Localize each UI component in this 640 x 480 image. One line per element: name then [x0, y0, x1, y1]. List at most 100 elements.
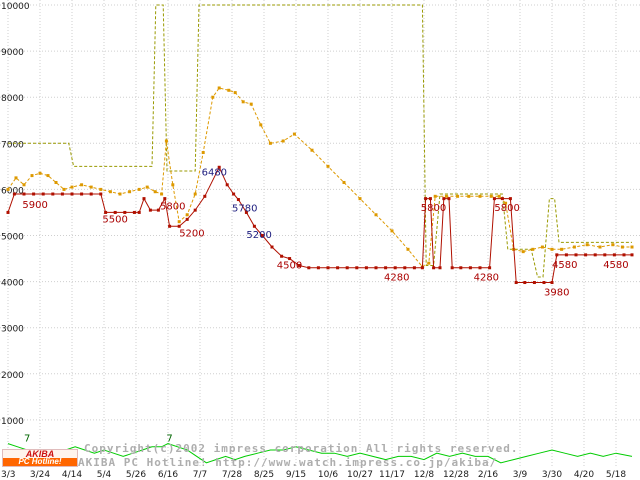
marker-lowest-price — [468, 266, 472, 270]
marker-lowest-price — [564, 253, 568, 257]
svg-text:5000: 5000 — [1, 233, 24, 243]
price-label: 7 — [166, 434, 172, 445]
marker-average-price — [374, 213, 378, 217]
akiba-pc-hotline-logo: AKIBA PC Hotline! — [2, 449, 78, 467]
price-label: 5900 — [22, 200, 47, 211]
marker-average-price — [572, 245, 576, 249]
svg-text:3/3: 3/3 — [1, 470, 15, 480]
marker-lowest-price — [447, 197, 451, 201]
marker-lowest-price — [288, 257, 292, 261]
svg-text:3/9: 3/9 — [513, 470, 528, 480]
marker-average-price — [611, 243, 615, 247]
marker-average-price — [326, 164, 330, 168]
marker-lowest-price — [32, 192, 36, 196]
price-label: 5780 — [232, 204, 257, 215]
marker-average-price — [433, 194, 437, 198]
marker-average-price — [80, 183, 84, 187]
svg-text:7/7: 7/7 — [193, 470, 207, 480]
logo-subtitle: PC Hotline! — [3, 458, 77, 466]
marker-average-price — [489, 194, 493, 198]
marker-lowest-price — [450, 266, 454, 270]
marker-average-price — [70, 185, 74, 189]
marker-average-price — [456, 194, 460, 198]
marker-lowest-price — [432, 266, 436, 270]
marker-lowest-price — [89, 192, 93, 196]
svg-text:5/26: 5/26 — [126, 470, 146, 480]
marker-lowest-price — [550, 281, 554, 285]
marker-average-price — [281, 139, 285, 143]
svg-text:11/17: 11/17 — [379, 470, 405, 480]
marker-lowest-price — [593, 253, 597, 257]
marker-lowest-price — [132, 210, 136, 214]
svg-text:5/4: 5/4 — [97, 470, 112, 480]
marker-average-price — [531, 247, 535, 251]
svg-text:8000: 8000 — [1, 94, 24, 104]
marker-lowest-price — [355, 266, 359, 270]
marker-average-price — [630, 245, 634, 249]
marker-lowest-price — [22, 192, 26, 196]
marker-lowest-price — [203, 194, 207, 198]
marker-lowest-price — [555, 253, 559, 257]
marker-average-price — [497, 194, 501, 198]
marker-lowest-price — [336, 266, 340, 270]
series-average-price — [7, 87, 632, 268]
marker-lowest-price — [514, 281, 518, 285]
svg-text:9/15: 9/15 — [286, 470, 306, 480]
marker-average-price — [478, 194, 482, 198]
svg-text:1000: 1000 — [1, 417, 24, 427]
marker-lowest-price — [99, 192, 103, 196]
svg-text:3000: 3000 — [1, 325, 24, 335]
svg-text:4000: 4000 — [1, 279, 24, 289]
marker-lowest-price — [459, 266, 463, 270]
price-label: 7 — [24, 434, 30, 445]
price-label: 4500 — [277, 261, 302, 272]
marker-average-price — [550, 247, 554, 251]
marker-average-price — [30, 174, 34, 178]
marker-lowest-price — [364, 266, 368, 270]
marker-lowest-price — [622, 253, 626, 257]
marker-average-price — [504, 201, 508, 205]
logo-title: AKIBA — [3, 450, 77, 459]
svg-text:5/18: 5/18 — [606, 470, 626, 480]
price-label: 5200 — [246, 230, 271, 241]
marker-average-price — [201, 151, 205, 155]
marker-average-price — [108, 190, 112, 194]
marker-average-price — [137, 187, 141, 191]
marker-average-price — [310, 148, 314, 152]
marker-average-price — [358, 197, 362, 201]
marker-lowest-price — [177, 224, 181, 228]
marker-lowest-price — [168, 224, 172, 228]
axis-labels: 10000 9000 8000 7000 6000 5000 4000 3000 2000 100… — [1, 2, 626, 480]
marker-lowest-price — [70, 192, 74, 196]
svg-text:2/16: 2/16 — [478, 470, 498, 480]
marker-lowest-price — [148, 208, 152, 212]
marker-lowest-price — [260, 234, 264, 237]
marker-average-price — [177, 220, 181, 224]
svg-text:9000: 9000 — [1, 48, 24, 58]
marker-average-price — [46, 174, 50, 178]
marker-average-price — [185, 213, 189, 217]
marker-lowest-price — [442, 197, 446, 201]
svg-text:6000: 6000 — [1, 186, 24, 196]
marker-average-price — [99, 187, 103, 191]
marker-lowest-price — [225, 183, 229, 187]
price-label: 4580 — [552, 260, 577, 271]
svg-text:10/6: 10/6 — [318, 470, 338, 480]
marker-lowest-price — [424, 197, 428, 201]
svg-text:10/27: 10/27 — [347, 470, 373, 480]
price-label: 5800 — [494, 203, 519, 214]
marker-average-price — [467, 194, 471, 198]
price-label: 4280 — [384, 273, 409, 284]
marker-average-price — [585, 243, 589, 247]
price-label: 5500 — [102, 215, 127, 226]
price-label: 5800 — [421, 203, 446, 214]
marker-average-price — [249, 102, 253, 106]
marker-average-price — [540, 245, 544, 249]
marker-lowest-price — [603, 253, 607, 257]
marker-average-price — [171, 183, 175, 187]
marker-average-price — [164, 139, 168, 143]
price-label: 5200 — [179, 228, 204, 239]
marker-lowest-price — [374, 266, 378, 270]
marker-average-price — [6, 187, 10, 191]
svg-text:4/20: 4/20 — [574, 470, 594, 480]
